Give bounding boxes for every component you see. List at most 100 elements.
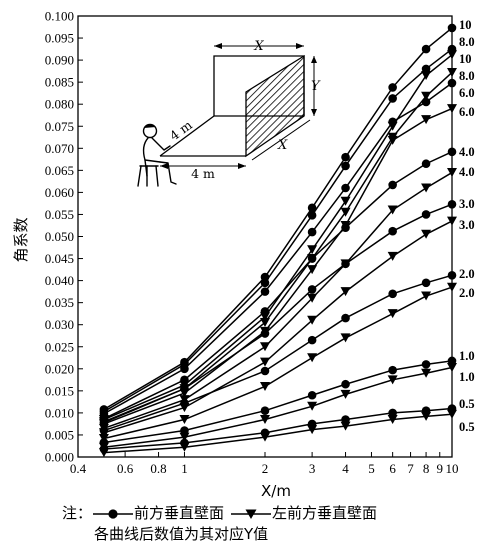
y-tick-label: 0.005: [45, 427, 74, 442]
data-point-circle: [260, 406, 270, 415]
y-tick-label: 0.055: [45, 207, 74, 222]
data-point-triangle: [179, 388, 190, 398]
y-tick-label: 0.015: [45, 383, 74, 398]
data-point-triangle: [260, 312, 270, 322]
data-point-triangle: [340, 287, 351, 297]
data-point-triangle: [421, 229, 432, 239]
arrow-head: [296, 43, 304, 49]
dim-line: [251, 119, 311, 161]
floor-line: [159, 115, 215, 157]
x-tick-label: 4: [342, 461, 349, 476]
data-point-triangle: [340, 196, 351, 206]
data-point-circle: [388, 83, 397, 92]
series-end-label: 10: [459, 52, 472, 66]
x-tick-label: 10: [446, 461, 459, 476]
data-point-triangle: [421, 115, 432, 125]
data-point-triangle: [340, 220, 351, 230]
series-line: [103, 360, 453, 444]
data-point-circle: [447, 147, 457, 157]
data-point-triangle: [260, 415, 270, 425]
data-point-triangle: [421, 291, 432, 301]
data-point-triangle: [260, 342, 270, 352]
legend-triangle-marker: [231, 509, 272, 519]
data-point-triangle: [421, 91, 432, 101]
legend-front-label: 前方垂直壁面: [134, 504, 225, 522]
data-point-circle: [421, 44, 431, 54]
y-tick-label: 0.070: [45, 141, 74, 156]
series-line: [103, 274, 453, 432]
data-point-circle: [421, 278, 431, 288]
data-point-triangle: [340, 259, 351, 269]
seated-person-figure: [137, 123, 177, 187]
data-point-circle: [307, 203, 317, 213]
data-point-circle: [307, 227, 317, 237]
data-point-triangle: [387, 375, 398, 385]
series-end-label: 2.0: [459, 267, 475, 281]
data-point-circle: [421, 159, 431, 169]
series-line: [103, 107, 453, 425]
data-point-triangle: [307, 293, 318, 303]
series-end-label: 1.0: [459, 370, 475, 384]
series-line: [103, 171, 453, 430]
data-point-circle: [260, 287, 270, 296]
inset-depth-label: X: [277, 138, 288, 153]
series-line: [103, 48, 453, 413]
x-axis-title: X/m: [261, 482, 291, 500]
series-end-label: 0.5: [459, 397, 475, 411]
series-end-label: 3.0: [459, 197, 475, 211]
x-tick-label: 5: [368, 461, 375, 476]
data-point-circle: [307, 335, 317, 345]
data-point-circle: [307, 285, 317, 294]
series-line: [103, 220, 453, 434]
series-end-label: 6.0: [459, 105, 475, 119]
y-tick-label: 0.075: [45, 119, 74, 134]
data-point-circle: [421, 210, 431, 219]
series-line: [103, 286, 453, 440]
y-tick-label: 0.035: [45, 295, 74, 310]
note-prefix: 注：: [62, 504, 93, 522]
x-tick-label: 3: [309, 461, 316, 476]
arrow-head: [311, 109, 317, 116]
y-tick-label: 0.080: [45, 97, 74, 112]
series-labels-group: 10 8.0 6.0 4.0 3.0 2.0 1.0 0.5 10 8.0 6.0 4.0 3.0 2.0…: [459, 18, 475, 434]
data-point-triangle: [307, 315, 318, 325]
data-point-triangle: [307, 353, 318, 363]
data-point-triangle: [307, 254, 318, 264]
data-point-circle: [307, 390, 317, 400]
series-line: [103, 151, 453, 420]
inset-height-label: Y: [311, 79, 321, 94]
series-line: [103, 407, 453, 450]
data-point-circle: [341, 152, 350, 162]
x-tick-label: 0.8: [150, 461, 166, 476]
series-line: [103, 71, 453, 423]
data-point-triangle: [307, 245, 318, 255]
data-point-triangle: [387, 205, 398, 215]
data-point-triangle: [421, 368, 432, 378]
data-point-circle: [421, 360, 431, 369]
series-end-label: 6.0: [459, 86, 475, 100]
legend-note: 注： 前方垂直壁面 左前方垂直壁面: [62, 503, 377, 523]
data-point-circle: [341, 183, 350, 193]
legend-note-line2: 各曲线后数值为其对应Y值: [94, 524, 268, 544]
data-point-triangle: [447, 409, 457, 419]
note-line2: 各曲线后数值为其对应Y值: [94, 525, 269, 543]
y-tick-label: 0.045: [45, 251, 74, 266]
data-point-triangle: [387, 121, 398, 131]
data-point-triangle: [421, 183, 432, 193]
side-wall-hatched: [245, 54, 305, 158]
data-point-triangle: [179, 442, 190, 452]
data-point-circle: [260, 366, 270, 376]
chart: 0.000 0.005 0.010 0.015 0.020 0.025 0.030 0.035…: [12, 9, 475, 501]
series-end-label: 2.0: [459, 286, 475, 300]
data-point-circle: [388, 365, 397, 375]
data-point-circle: [388, 226, 397, 236]
data-point-circle: [447, 200, 457, 209]
series-line: [103, 203, 453, 424]
y-tick-label: 0.000: [45, 450, 74, 465]
data-point-circle: [447, 271, 457, 280]
x-tick-label: 0.4: [70, 461, 87, 476]
data-point-circle: [307, 211, 317, 220]
x-tick-label: 7: [407, 461, 414, 476]
series-end-label: 10: [459, 18, 472, 32]
data-point-triangle: [307, 425, 318, 435]
